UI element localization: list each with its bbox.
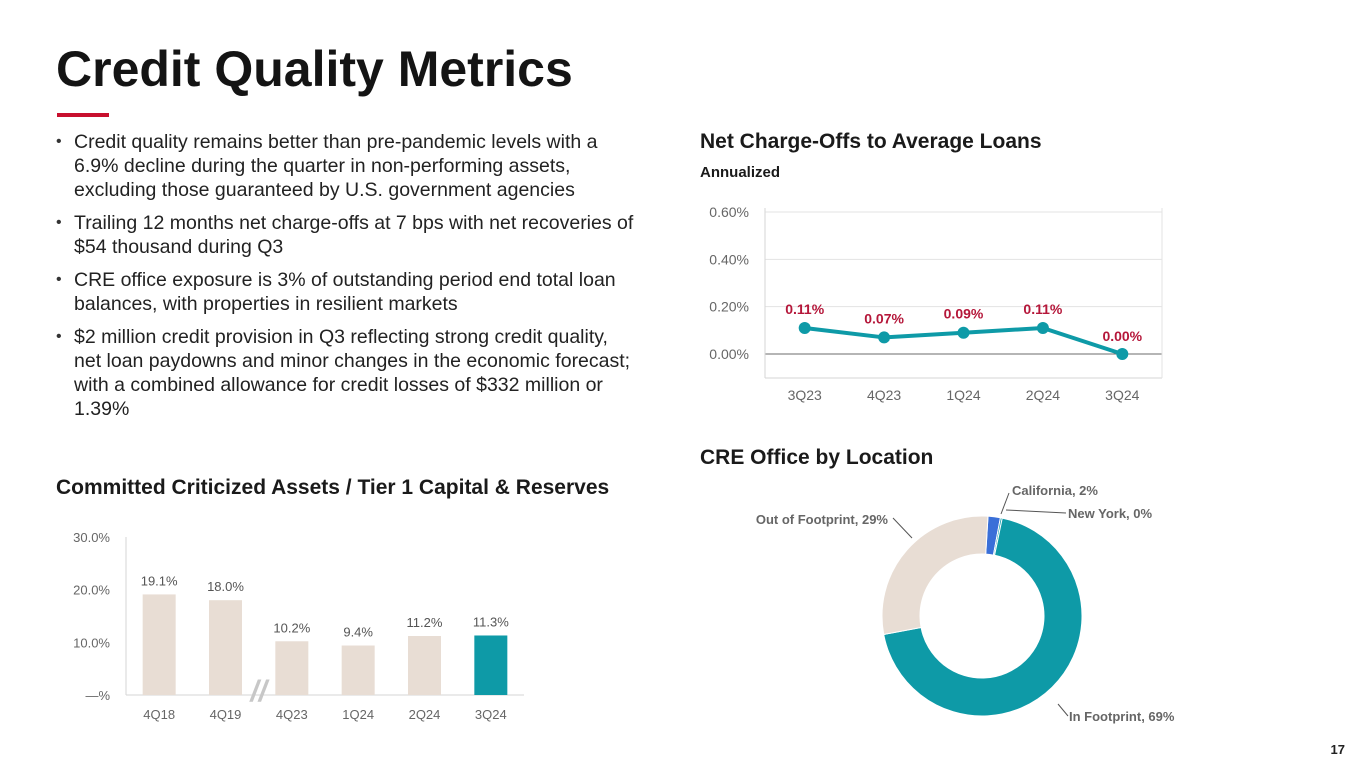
bullet-text: Trailing 12 months net charge-offs at 7 … xyxy=(74,212,634,258)
nco-x-tick-label: 3Q24 xyxy=(1105,387,1139,403)
nco-y-tick-label: 0.20% xyxy=(709,299,749,315)
criticized-y-tick-label: —% xyxy=(85,688,110,703)
bullet-item: • Trailing 12 months net charge-offs at 7… xyxy=(56,211,636,259)
bullet-glyph: • xyxy=(56,328,62,345)
bullet-list: • Credit quality remains better than pre-… xyxy=(56,130,636,430)
criticized-x-tick-label: 4Q23 xyxy=(276,707,308,722)
cre-leader-line xyxy=(892,517,913,539)
criticized-bar xyxy=(341,645,375,695)
bullet-glyph: • xyxy=(56,271,62,288)
axis-break-mark: // xyxy=(248,675,269,708)
cre-slice-label: In Footprint, 69% xyxy=(1069,709,1175,724)
nco-y-tick-label: 0.60% xyxy=(709,204,749,220)
criticized-data-label: 11.3% xyxy=(473,614,509,629)
nco-data-label: 0.09% xyxy=(944,306,984,322)
bullet-text: Credit quality remains better than pre-p… xyxy=(74,131,598,201)
bullet-item: • CRE office exposure is 3% of outstandin… xyxy=(56,268,636,316)
criticized-y-tick-label: 20.0% xyxy=(73,583,110,598)
nco-data-point xyxy=(798,321,811,334)
criticized-data-label: 9.4% xyxy=(343,624,373,639)
criticized-x-tick-label: 4Q19 xyxy=(210,707,242,722)
criticized-x-tick-label: 1Q24 xyxy=(342,707,374,722)
nco-data-label: 0.07% xyxy=(864,310,904,326)
nco-chart-title: Net Charge-Offs to Average Loans xyxy=(700,130,1042,153)
criticized-chart-title: Committed Criticized Assets / Tier 1 Cap… xyxy=(56,476,610,499)
cre-donut-slice xyxy=(881,515,989,636)
nco-x-tick-label: 1Q24 xyxy=(946,387,980,403)
cre-leader-line xyxy=(1057,703,1069,717)
bullet-text: CRE office exposure is 3% of outstanding… xyxy=(74,269,616,315)
nco-x-tick-label: 3Q23 xyxy=(788,387,822,403)
page-number: 17 xyxy=(1330,742,1345,757)
nco-data-label: 0.00% xyxy=(1102,328,1142,344)
nco-y-tick-label: 0.00% xyxy=(709,346,749,362)
criticized-data-label: 18.0% xyxy=(207,579,244,594)
criticized-y-tick-label: 30.0% xyxy=(73,530,110,545)
criticized-y-tick-label: 10.0% xyxy=(73,635,110,650)
cre-leader-line xyxy=(1005,509,1067,514)
cre-slice-label: Out of Footprint, 29% xyxy=(756,512,889,527)
criticized-x-tick-label: 4Q18 xyxy=(143,707,175,722)
nco-data-point xyxy=(1116,348,1129,360)
cre-leader-line xyxy=(1000,492,1010,515)
nco-x-tick-label: 2Q24 xyxy=(1026,387,1060,403)
title-accent-rule xyxy=(57,113,109,117)
nco-x-tick-label: 4Q23 xyxy=(867,387,901,403)
nco-data-point xyxy=(878,331,891,344)
nco-data-point xyxy=(1036,321,1049,334)
criticized-data-label: 19.1% xyxy=(141,573,178,588)
nco-data-point xyxy=(957,326,970,339)
criticized-bar xyxy=(275,641,309,695)
criticized-bar xyxy=(209,600,242,695)
page-title: Credit Quality Metrics xyxy=(56,41,573,97)
criticized-bar xyxy=(408,636,441,695)
nco-chart-subtitle: Annualized xyxy=(700,164,781,181)
bullet-item: • Credit quality remains better than pre-… xyxy=(56,130,636,202)
bullet-glyph: • xyxy=(56,214,62,231)
criticized-x-tick-label: 3Q24 xyxy=(475,707,507,722)
cre-donut-slice xyxy=(883,517,1083,717)
criticized-x-tick-label: 2Q24 xyxy=(409,707,441,722)
nco-y-tick-label: 0.40% xyxy=(709,251,749,267)
cre-slice-label: California, 2% xyxy=(1012,483,1098,498)
cre-slice-label: New York, 0% xyxy=(1068,506,1152,521)
bullet-text: $2 million credit provision in Q3 reflec… xyxy=(74,326,631,420)
criticized-bar xyxy=(474,635,508,695)
criticized-bar xyxy=(142,594,176,695)
nco-data-label: 0.11% xyxy=(1023,301,1062,317)
bullet-glyph: • xyxy=(56,133,62,150)
criticized-data-label: 10.2% xyxy=(273,620,310,635)
cre-chart-title: CRE Office by Location xyxy=(700,446,934,469)
bullet-item: • $2 million credit provision in Q3 refle… xyxy=(56,325,636,421)
nco-data-label: 0.11% xyxy=(785,301,824,317)
criticized-data-label: 11.2% xyxy=(407,615,443,630)
